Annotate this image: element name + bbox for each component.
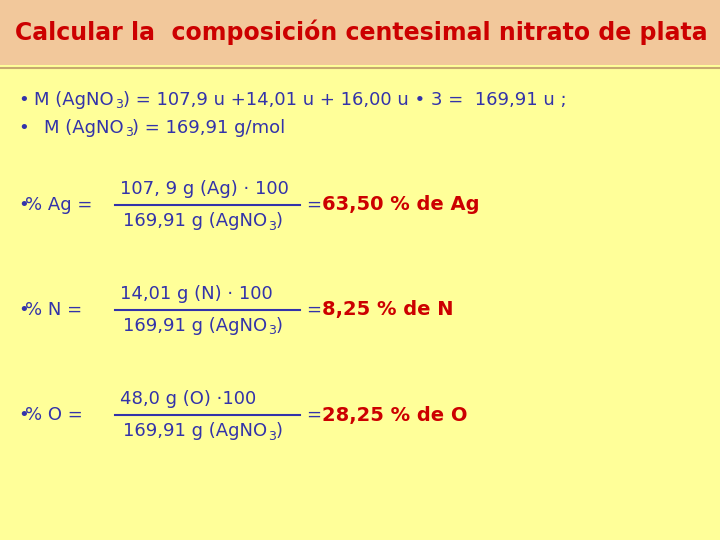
Text: •: •: [18, 119, 29, 137]
Text: 169,91 g (AgNO: 169,91 g (AgNO: [123, 317, 267, 335]
Text: 63,50 % de Ag: 63,50 % de Ag: [322, 195, 480, 214]
Text: 3: 3: [268, 219, 276, 233]
Text: 14,01 g (N) · 100: 14,01 g (N) · 100: [120, 285, 273, 303]
Text: •: •: [18, 406, 29, 424]
Text: 3: 3: [268, 325, 276, 338]
Text: =: =: [306, 196, 321, 214]
Text: Calcular la  composición centesimal nitrato de plata: Calcular la composición centesimal nitra…: [15, 20, 708, 45]
Text: =: =: [306, 301, 321, 319]
Text: •: •: [18, 301, 29, 319]
Text: % Ag =: % Ag =: [25, 196, 92, 214]
Text: •: •: [18, 91, 29, 109]
Text: 8,25 % de N: 8,25 % de N: [322, 300, 454, 320]
Text: ) = 107,9 u +14,01 u + 16,00 u • 3 =  169,91 u ;: ) = 107,9 u +14,01 u + 16,00 u • 3 = 169…: [122, 91, 566, 109]
Text: 169,91 g (AgNO: 169,91 g (AgNO: [123, 212, 267, 230]
Text: % N =: % N =: [25, 301, 82, 319]
Text: =: =: [306, 406, 321, 424]
Text: M (AgNO: M (AgNO: [44, 119, 124, 137]
Text: M (AgNO: M (AgNO: [34, 91, 114, 109]
Bar: [0, 0, 720, 65]
Text: •: •: [18, 196, 29, 214]
Text: ): ): [275, 422, 282, 440]
Text: 169,91 g (AgNO: 169,91 g (AgNO: [123, 422, 267, 440]
Text: 28,25 % de O: 28,25 % de O: [322, 406, 467, 424]
Text: % O =: % O =: [25, 406, 83, 424]
Text: ): ): [275, 212, 282, 230]
Text: 3: 3: [268, 429, 276, 442]
Text: 3: 3: [114, 98, 122, 111]
Text: 48,0 g (O) ·100: 48,0 g (O) ·100: [120, 390, 256, 408]
Text: ): ): [275, 317, 282, 335]
Text: 3: 3: [125, 126, 132, 139]
Text: ) = 169,91 g/mol: ) = 169,91 g/mol: [132, 119, 286, 137]
Text: 107, 9 g (Ag) · 100: 107, 9 g (Ag) · 100: [120, 180, 289, 198]
